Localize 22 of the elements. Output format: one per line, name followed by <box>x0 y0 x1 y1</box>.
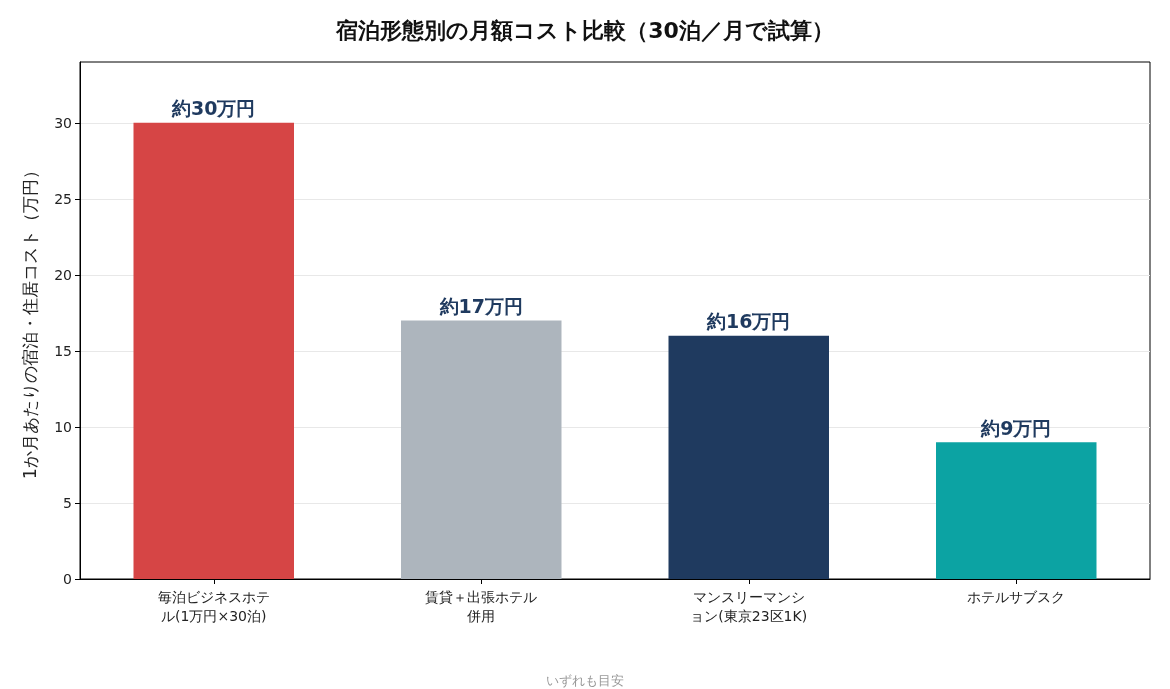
y-axis-title: 1か月あたりの宿泊・住居コスト（万円） <box>19 162 40 479</box>
data-label: 約30万円 <box>171 97 256 120</box>
y-tick-label: 30 <box>54 114 72 131</box>
y-tick-label: 15 <box>54 342 72 359</box>
x-tick-label: ホテルサブスク <box>967 588 1066 605</box>
y-tick-label: 10 <box>54 418 72 435</box>
x-tick-label: 毎泊ビジネスホテル(1万円×30泊) <box>157 588 270 624</box>
x-tick-label: 賃貸＋出張ホテル併用 <box>425 588 538 624</box>
x-tick-label: マンスリーマンション(東京23区1K) <box>690 588 808 624</box>
y-tick-label: 5 <box>63 494 72 511</box>
data-label: 約16万円 <box>706 310 791 333</box>
bar <box>401 320 562 579</box>
data-label: 約9万円 <box>980 416 1052 439</box>
y-tick-label: 20 <box>54 266 72 283</box>
bar <box>668 335 829 579</box>
y-tick-label: 0 <box>63 571 72 587</box>
bar <box>936 442 1097 579</box>
y-tick-label: 25 <box>54 190 72 207</box>
chart-title: 宿泊形態別の月額コスト比較（30泊／月で試算） <box>335 17 834 43</box>
text: いずれも目安 <box>546 673 624 688</box>
data-label: 約17万円 <box>438 295 523 317</box>
bar <box>133 122 294 579</box>
